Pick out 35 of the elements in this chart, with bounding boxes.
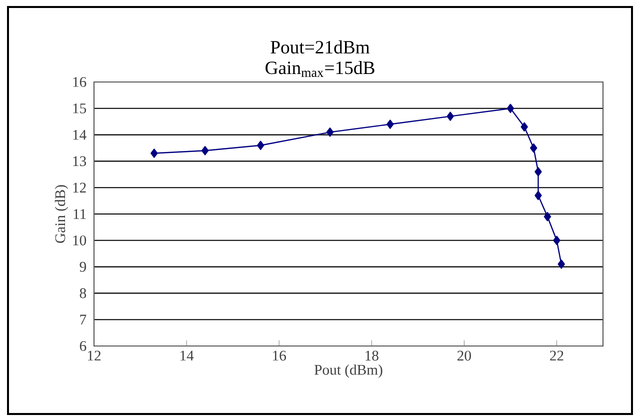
point [256,140,264,150]
y-tick-label: 14 [73,130,86,140]
y-tick-label: 9 [80,262,86,272]
point [534,190,542,200]
chart-subtitle: Gain$_{max}$=15dB [266,61,374,77]
point [386,120,394,129]
point [558,260,565,269]
point [506,104,514,114]
point [150,148,158,158]
point [326,128,334,137]
point [201,146,209,156]
y-tick-label: 6 [80,341,86,351]
point [530,143,538,153]
point [446,112,454,121]
y-tick-label: 8 [80,288,86,298]
point [534,167,542,176]
x-tick-label: 22 [550,350,564,360]
y-tick-label: 12 [73,182,86,192]
point [553,236,560,245]
point [520,122,528,132]
x-axis-title: Pout (dBm) [314,364,382,378]
y-tick-label: 10 [73,235,86,246]
x-tick-label: 20 [457,350,471,361]
point [544,212,552,222]
y-tick-label: 13 [73,156,86,166]
chart-title: Pout=21dBm [270,40,370,54]
y-tick-label: 7 [80,314,86,324]
y-tick-label: 15 [73,103,86,114]
y-axis-title: Gain (dB) [54,185,68,243]
x-tick-label: 14 [180,350,194,360]
y-tick-label: 11 [74,209,86,219]
x-tick-label: 18 [366,350,378,361]
x-tick-label: 12 [88,350,101,360]
y-tick-label: 16 [73,77,86,87]
x-tick-label: 16 [273,350,286,361]
